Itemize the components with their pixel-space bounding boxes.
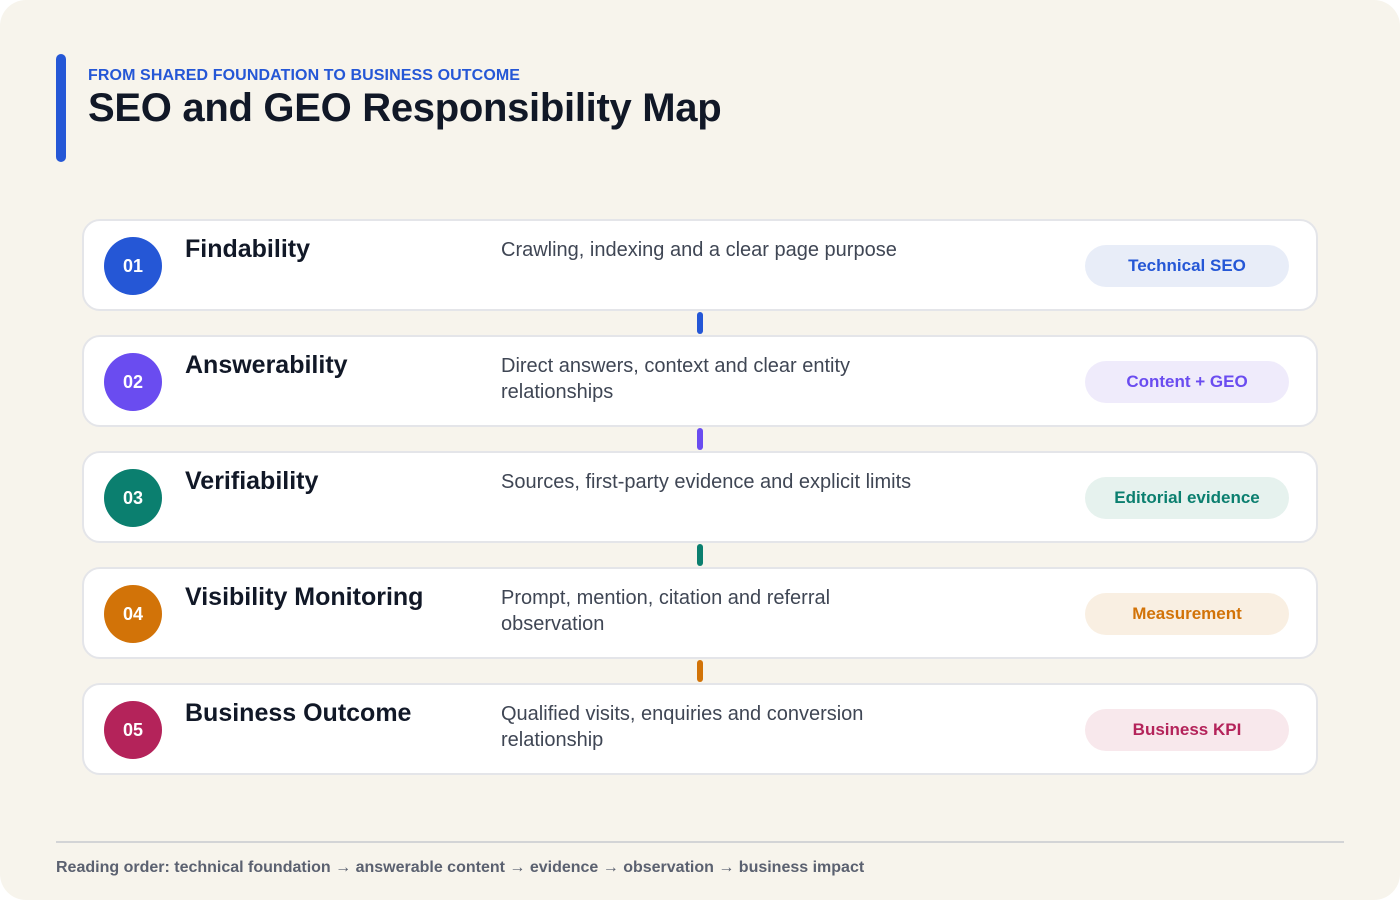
step-description: Sources, first-party evidence and explic… <box>501 471 912 493</box>
step-card-verifiability: 03 Verifiability Sources, first-party ev… <box>82 451 1318 543</box>
step-number-badge: 02 <box>104 353 162 411</box>
step-number-badge: 05 <box>104 701 162 759</box>
step-connector <box>697 660 703 682</box>
step-card-business-outcome: 05 Business Outcome Qualified visits, en… <box>82 683 1318 775</box>
step-card-visibility-monitoring: 04 Visibility Monitoring Prompt, mention… <box>82 567 1318 659</box>
page-title: SEO and GEO Responsibility Map <box>88 86 722 130</box>
step-description: Prompt, mention, citation and referral o… <box>501 587 831 635</box>
step-owner-tag: Measurement <box>1085 593 1289 635</box>
title-accent-bar <box>56 54 66 162</box>
step-title: Findability <box>185 235 310 263</box>
step-title: Business Outcome <box>185 699 412 727</box>
step-description: Qualified visits, enquiries and conversi… <box>501 703 864 751</box>
eyebrow-label: FROM SHARED FOUNDATION TO BUSINESS OUTCO… <box>88 67 521 84</box>
step-card-answerability: 02 Answerability Direct answers, context… <box>82 335 1318 427</box>
step-title: Visibility Monitoring <box>185 583 424 611</box>
step-owner-tag: Content + GEO <box>1085 361 1289 403</box>
step-owner-tag: Editorial evidence <box>1085 477 1289 519</box>
step-description: Direct answers, context and clear entity… <box>501 355 851 403</box>
step-card-findability: 01 Findability Crawling, indexing and a … <box>82 219 1318 311</box>
footer-divider <box>56 841 1344 843</box>
step-owner-tag: Technical SEO <box>1085 245 1289 287</box>
step-owner-tag: Business KPI <box>1085 709 1289 751</box>
step-connector <box>697 428 703 450</box>
step-number-badge: 03 <box>104 469 162 527</box>
step-title: Answerability <box>185 351 348 379</box>
step-connector <box>697 312 703 334</box>
step-title: Verifiability <box>185 467 319 495</box>
step-number-badge: 01 <box>104 237 162 295</box>
step-connector <box>697 544 703 566</box>
step-number-badge: 04 <box>104 585 162 643</box>
reading-order-note: Reading order: technical foundation → an… <box>56 859 865 876</box>
step-description: Crawling, indexing and a clear page purp… <box>501 239 897 261</box>
